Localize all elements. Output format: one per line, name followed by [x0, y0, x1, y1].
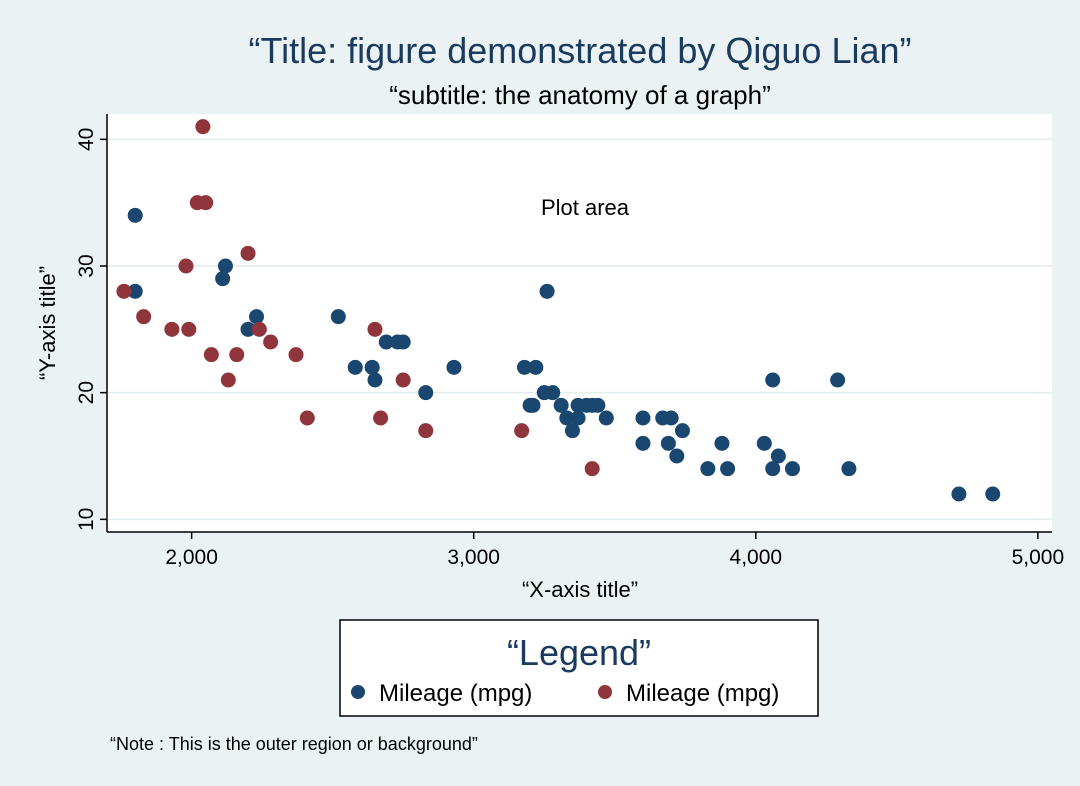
data-point-series-1: [784, 461, 800, 477]
data-point-series-2: [220, 372, 236, 388]
data-point-series-2: [203, 347, 219, 363]
data-point-series-2: [367, 321, 383, 337]
data-point-series-2: [240, 245, 256, 261]
plot-area: [107, 114, 1052, 532]
data-point-series-1: [553, 397, 569, 413]
legend-label-series-2: Mileage (mpg): [626, 680, 779, 707]
data-point-series-2: [251, 321, 267, 337]
data-point-series-1: [830, 372, 846, 388]
data-point-series-1: [446, 359, 462, 375]
data-point-series-1: [528, 359, 544, 375]
data-point-series-1: [240, 321, 256, 337]
data-point-series-1: [700, 461, 716, 477]
data-point-series-2: [195, 119, 211, 135]
chart-subtitle: “subtitle: the anatomy of a graph”: [389, 80, 771, 110]
data-point-series-2: [514, 423, 530, 439]
x-ticks: 2,000 3,000 4,000 5,000: [165, 532, 1064, 569]
data-point-series-1: [364, 359, 380, 375]
data-point-series-1: [249, 309, 265, 325]
data-point-series-1: [841, 461, 857, 477]
x-tick-label: 3,000: [447, 546, 500, 569]
data-point-series-1: [660, 435, 676, 451]
data-point-series-1: [217, 258, 233, 274]
data-point-series-1: [765, 372, 781, 388]
data-point-series-2: [181, 321, 197, 337]
data-point-series-2: [418, 423, 434, 439]
data-point-series-2: [198, 195, 214, 211]
note-text: “Note : This is the outer region or back…: [110, 734, 478, 754]
data-point-series-2: [395, 372, 411, 388]
x-tick-label: 5,000: [1012, 546, 1065, 569]
plot-area-annotation: Plot area: [541, 195, 630, 220]
data-point-series-1: [674, 423, 690, 439]
data-point-series-1: [598, 410, 614, 426]
x-tick-label: 4,000: [730, 546, 783, 569]
data-point-series-1: [720, 461, 736, 477]
data-point-series-1: [215, 271, 231, 287]
data-point-series-1: [378, 334, 394, 350]
y-tick-label: 30: [75, 254, 98, 277]
x-tick-label: 2,000: [165, 546, 218, 569]
grid-lines: [107, 138, 1052, 521]
legend-marker-series-2: [598, 685, 612, 699]
y-tick-label: 20: [75, 381, 98, 404]
data-point-series-1: [516, 359, 532, 375]
data-point-series-2: [116, 283, 132, 299]
data-point-series-1: [564, 423, 580, 439]
data-point-series-1: [765, 461, 781, 477]
y-tick-label: 10: [75, 508, 98, 531]
data-point-series-1: [714, 435, 730, 451]
data-point-series-1: [985, 486, 1001, 502]
chart-title: “Title: figure demonstrated by Qiguo Lia…: [249, 30, 912, 71]
legend-title: “Legend”: [507, 632, 651, 673]
data-point-series-2: [584, 461, 600, 477]
data-point-series-1: [590, 397, 606, 413]
data-point-series-1: [951, 486, 967, 502]
legend-box: [339, 619, 819, 717]
y-tick-label: 40: [75, 128, 98, 151]
data-point-series-1: [669, 448, 685, 464]
data-point-series-2: [229, 347, 245, 363]
legend-marker-series-1: [351, 685, 365, 699]
data-point-series-2: [136, 309, 152, 325]
legend-label-series-1: Mileage (mpg): [379, 680, 532, 707]
legend: “Legend” Mileage (mpg) Mileage (mpg): [339, 619, 819, 717]
data-point-series-2: [288, 347, 304, 363]
data-point-series-1: [756, 435, 772, 451]
data-point-series-2: [164, 321, 180, 337]
data-point-series-1: [127, 283, 143, 299]
data-point-series-1: [635, 435, 651, 451]
data-point-series-1: [770, 448, 786, 464]
data-points: [116, 119, 1001, 502]
data-point-series-1: [330, 309, 346, 325]
data-point-series-1: [559, 410, 575, 426]
data-point-series-1: [663, 410, 679, 426]
data-point-series-2: [373, 410, 389, 426]
data-point-series-1: [367, 372, 383, 388]
data-point-series-1: [127, 207, 143, 223]
data-point-series-1: [525, 397, 541, 413]
data-point-series-1: [635, 410, 651, 426]
data-point-series-1: [570, 410, 586, 426]
data-point-series-2: [263, 334, 279, 350]
data-point-series-1: [539, 283, 555, 299]
data-point-series-1: [545, 385, 561, 401]
data-point-series-1: [418, 385, 434, 401]
data-point-series-2: [178, 258, 194, 274]
y-axis-title: “Y-axis title”: [35, 266, 60, 380]
y-ticks: 10 20 30 40: [75, 128, 107, 531]
data-point-series-1: [395, 334, 411, 350]
data-point-series-1: [347, 359, 363, 375]
x-axis-title: “X-axis title”: [522, 577, 638, 602]
data-point-series-2: [299, 410, 315, 426]
